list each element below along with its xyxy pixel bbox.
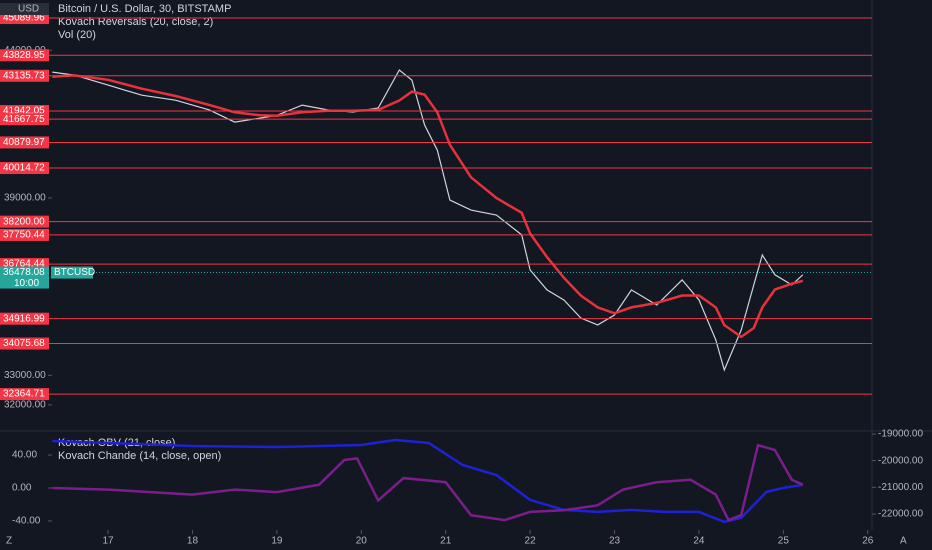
y2-tick-label: -20000.00: [878, 455, 923, 466]
x-tick-label: 25: [778, 536, 790, 547]
level-label-box: [0, 69, 49, 82]
level-label-box: [0, 337, 49, 350]
y-tick-label: -40.00: [12, 516, 41, 527]
corner-label: Z: [6, 536, 12, 547]
symbol-label: BTCUSD: [54, 267, 95, 278]
x-tick-label: 19: [271, 536, 283, 547]
series-line: [52, 438, 803, 524]
chart-title: Bitcoin / U.S. Dollar, 30, BITSTAMP: [58, 3, 231, 15]
series-line: [52, 443, 804, 522]
corner-label: A: [900, 536, 907, 547]
level-label-box: [0, 136, 49, 149]
last-price-label: 36478.08: [3, 267, 45, 278]
level-label-box: [0, 228, 49, 241]
level-label: 34075.68: [3, 338, 45, 349]
level-label-box: [0, 162, 49, 175]
level-label: 36764.44: [3, 259, 45, 270]
level-label: 40014.72: [3, 163, 45, 174]
x-tick-label: 23: [609, 536, 621, 547]
last-price-box: [0, 266, 49, 289]
level-label: 43135.73: [3, 70, 45, 81]
x-tick-label: 21: [440, 536, 452, 547]
y-tick-label: 33000.00: [4, 370, 46, 381]
level-label: 45089.96: [3, 13, 45, 24]
y-tick-label: 0.00: [12, 483, 32, 494]
y-tick-label: 32000.00: [4, 400, 46, 411]
series-line: [52, 74, 804, 339]
level-label: 40879.97: [3, 137, 45, 148]
symbol-box: [51, 266, 93, 279]
level-label-box: [0, 388, 49, 401]
level-label: 43828.95: [3, 50, 45, 61]
level-label-box: [0, 113, 49, 126]
legend-entry: Kovach Chande (14, close, open): [58, 450, 221, 462]
currency-label: USD: [18, 4, 39, 15]
y-tick-label: 39000.00: [4, 193, 46, 204]
level-label-box: [0, 312, 49, 325]
level-label-box: [0, 215, 49, 228]
y-tick-label: 40.00: [12, 450, 37, 461]
level-label: 41942.05: [3, 106, 45, 117]
x-tick-label: 22: [525, 536, 537, 547]
y2-tick-label: -21000.00: [878, 482, 923, 493]
series-line: [52, 69, 804, 372]
y2-tick-label: -19000.00: [878, 429, 923, 440]
x-tick-label: 24: [693, 536, 705, 547]
countdown-label: 10:00: [14, 278, 39, 289]
level-label: 38200.00: [3, 216, 45, 227]
level-label-box: [0, 49, 49, 62]
level-label: 37750.44: [3, 230, 45, 241]
x-tick-label: 26: [862, 536, 874, 547]
level-label-box: [0, 12, 49, 25]
x-tick-label: 17: [102, 536, 114, 547]
indicator-label: Vol (20): [58, 29, 96, 41]
y2-tick-label: -22000.00: [878, 509, 923, 520]
currency-box: [0, 3, 49, 15]
level-label: 32364.71: [3, 389, 45, 400]
level-label: 41667.75: [3, 114, 45, 125]
x-tick-label: 18: [187, 536, 199, 547]
x-tick-label: 20: [356, 536, 368, 547]
indicator-label: Kovach Reversals (20, close, 2): [58, 16, 213, 28]
level-label: 34916.99: [3, 313, 45, 324]
